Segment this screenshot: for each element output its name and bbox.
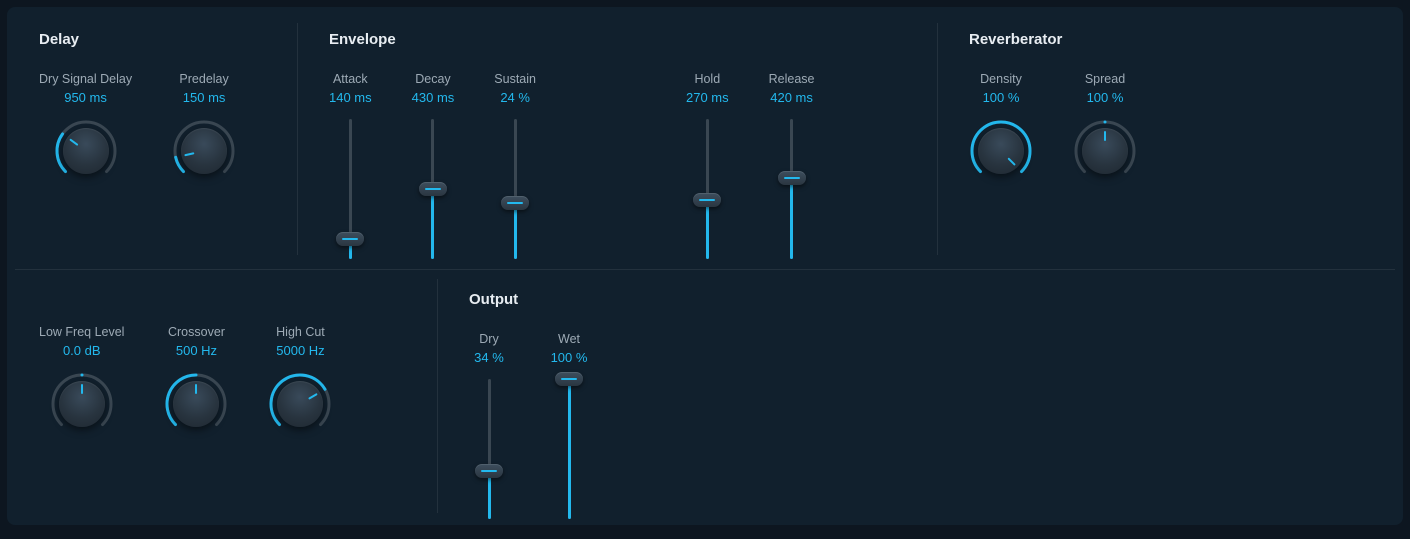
value-decay: 430 ms (412, 90, 455, 105)
slider-sustain[interactable] (495, 119, 535, 259)
value-crossover: 500 Hz (176, 343, 217, 358)
section-output: Output Dry 34 % Wet 100 % (437, 267, 837, 525)
value-low-freq-level: 0.0 dB (63, 343, 101, 358)
envelope-gap (576, 72, 646, 259)
row-top: Delay Dry Signal Delay 950 ms Predelay 1… (7, 7, 1403, 267)
label-attack: Attack (333, 72, 368, 86)
label-decay: Decay (415, 72, 450, 86)
section-title-reverberator: Reverberator (969, 31, 1377, 48)
label-release: Release (769, 72, 815, 86)
slider-dry[interactable] (469, 379, 509, 519)
value-attack: 140 ms (329, 90, 372, 105)
knob-density[interactable] (969, 119, 1033, 183)
knob-low-freq-level[interactable] (50, 372, 114, 436)
ctrl-sustain: Sustain 24 % (494, 72, 536, 259)
value-density: 100 % (983, 90, 1020, 105)
section-delay: Delay Dry Signal Delay 950 ms Predelay 1… (7, 7, 297, 267)
label-sustain: Sustain (494, 72, 536, 86)
knob-dry-signal-delay[interactable] (54, 119, 118, 183)
knob-high-cut[interactable] (268, 372, 332, 436)
ctrl-predelay: Predelay 150 ms (172, 72, 236, 183)
label-dry-signal-delay: Dry Signal Delay (39, 72, 132, 86)
value-wet: 100 % (551, 350, 588, 365)
knob-crossover[interactable] (164, 372, 228, 436)
value-dry-signal-delay: 950 ms (64, 90, 107, 105)
value-predelay: 150 ms (183, 90, 226, 105)
ctrl-crossover: Crossover 500 Hz (164, 325, 228, 436)
row-bottom: Low Freq Level 0.0 dB Crossover 500 Hz H… (7, 267, 1403, 525)
label-hold: Hold (694, 72, 720, 86)
ctrl-attack: Attack 140 ms (329, 72, 372, 259)
slider-attack[interactable] (330, 119, 370, 259)
section-title-delay: Delay (39, 31, 277, 48)
ctrl-density: Density 100 % (969, 72, 1033, 183)
ctrl-decay: Decay 430 ms (412, 72, 455, 259)
ctrl-release: Release 420 ms (769, 72, 815, 259)
ctrl-wet: Wet 100 % (549, 332, 589, 519)
knob-predelay[interactable] (172, 119, 236, 183)
slider-decay[interactable] (413, 119, 453, 259)
value-dry: 34 % (474, 350, 504, 365)
value-hold: 270 ms (686, 90, 729, 105)
value-sustain: 24 % (500, 90, 530, 105)
section-reverberator: Reverberator Density 100 % Spread 100 % (937, 7, 1397, 267)
section-filters: Low Freq Level 0.0 dB Crossover 500 Hz H… (7, 267, 437, 525)
ctrl-high-cut: High Cut 5000 Hz (268, 325, 332, 436)
label-predelay: Predelay (179, 72, 228, 86)
label-wet: Wet (558, 332, 580, 346)
ctrl-low-freq-level: Low Freq Level 0.0 dB (39, 325, 124, 436)
ctrl-hold: Hold 270 ms (686, 72, 729, 259)
ctrl-spread: Spread 100 % (1073, 72, 1137, 183)
label-low-freq-level: Low Freq Level (39, 325, 124, 339)
value-high-cut: 5000 Hz (276, 343, 324, 358)
audio-fx-panel: Delay Dry Signal Delay 950 ms Predelay 1… (7, 7, 1403, 525)
slider-release[interactable] (772, 119, 812, 259)
section-title-envelope: Envelope (329, 31, 917, 48)
slider-hold[interactable] (687, 119, 727, 259)
section-title-output: Output (469, 291, 817, 308)
value-spread: 100 % (1087, 90, 1124, 105)
label-spread: Spread (1085, 72, 1125, 86)
knob-spread[interactable] (1073, 119, 1137, 183)
value-release: 420 ms (770, 90, 813, 105)
label-high-cut: High Cut (276, 325, 325, 339)
section-envelope: Envelope Attack 140 ms Decay 430 ms Sust… (297, 7, 937, 267)
slider-wet[interactable] (549, 379, 589, 519)
label-density: Density (980, 72, 1022, 86)
ctrl-dry: Dry 34 % (469, 332, 509, 519)
label-crossover: Crossover (168, 325, 225, 339)
label-dry: Dry (479, 332, 498, 346)
ctrl-dry-signal-delay: Dry Signal Delay 950 ms (39, 72, 132, 183)
